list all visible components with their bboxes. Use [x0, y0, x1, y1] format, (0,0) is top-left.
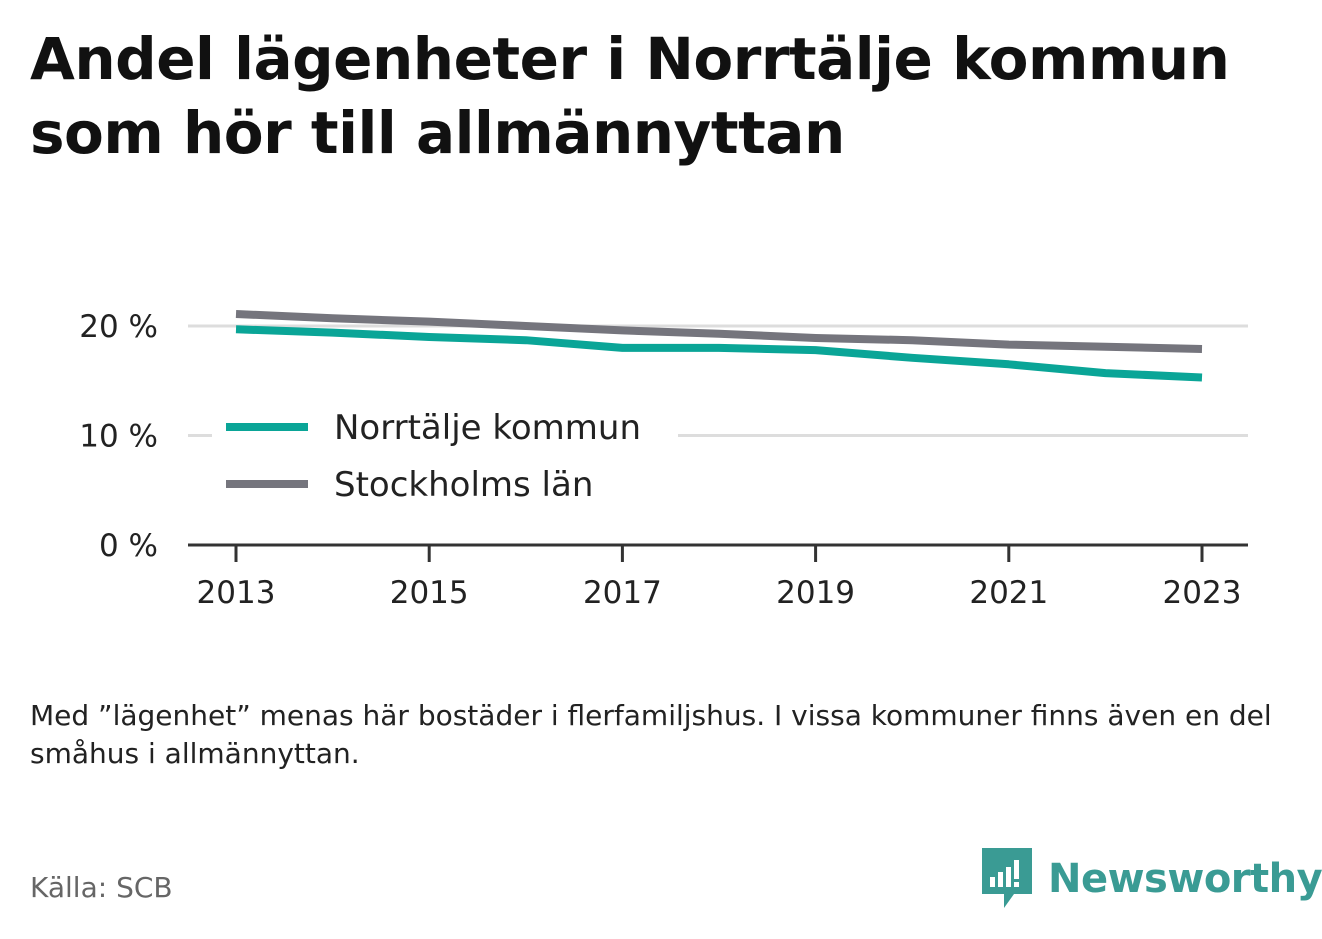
- x-tick-label: 2015: [390, 575, 469, 611]
- logo-bar-1: [990, 877, 995, 887]
- logo-bar-4: [1014, 860, 1019, 879]
- series-line-1: [235, 325, 1203, 382]
- y-tick-label: 10 %: [79, 419, 158, 455]
- source-label: Källa: SCB: [30, 871, 173, 904]
- chart-note: Med ”lägenhet” menas här bostäder i fler…: [30, 699, 1272, 770]
- x-tick-label: 2023: [1163, 575, 1242, 611]
- legend-background: [212, 396, 678, 516]
- x-axis: 2013 2015 2017 2019 2021 2023: [188, 543, 1248, 611]
- chart-title-line-1: Andel lägenheter i Norrtälje kommun: [30, 25, 1230, 93]
- legend-label: Stockholms län: [334, 465, 593, 505]
- y-tick-label: 20 %: [79, 309, 158, 345]
- newsworthy-logo: Newsworthy: [982, 848, 1322, 910]
- logo-bar-2: [998, 872, 1003, 887]
- y-tick-label: 0 %: [99, 528, 158, 564]
- newsworthy-logo-icon: [982, 848, 1032, 908]
- logo-dot: [1014, 882, 1019, 887]
- series-line-2: [235, 310, 1203, 353]
- x-tick-label: 2017: [583, 575, 662, 611]
- x-tick-label: 2013: [197, 575, 276, 611]
- logo-text: Newsworthy: [1048, 856, 1322, 902]
- line-chart: 2013 2015 2017 2019 2021 2023 0 % 10 % 20 % Nor…: [79, 309, 1248, 611]
- y-axis-tick-labels: 0 % 10 % 20 %: [79, 309, 158, 564]
- legend-label: Norrtälje kommun: [334, 408, 641, 448]
- chart-title-line-2: som hör till allmännyttan: [30, 99, 845, 167]
- x-tick-label: 2019: [776, 575, 855, 611]
- series-lines: [235, 310, 1203, 382]
- legend: Norrtälje kommun Stockholms län: [212, 396, 678, 516]
- logo-bar-3: [1006, 867, 1011, 887]
- chart-title: Andel lägenheter i Norrtälje kommun som …: [30, 22, 1300, 170]
- x-tick-label: 2021: [969, 575, 1048, 611]
